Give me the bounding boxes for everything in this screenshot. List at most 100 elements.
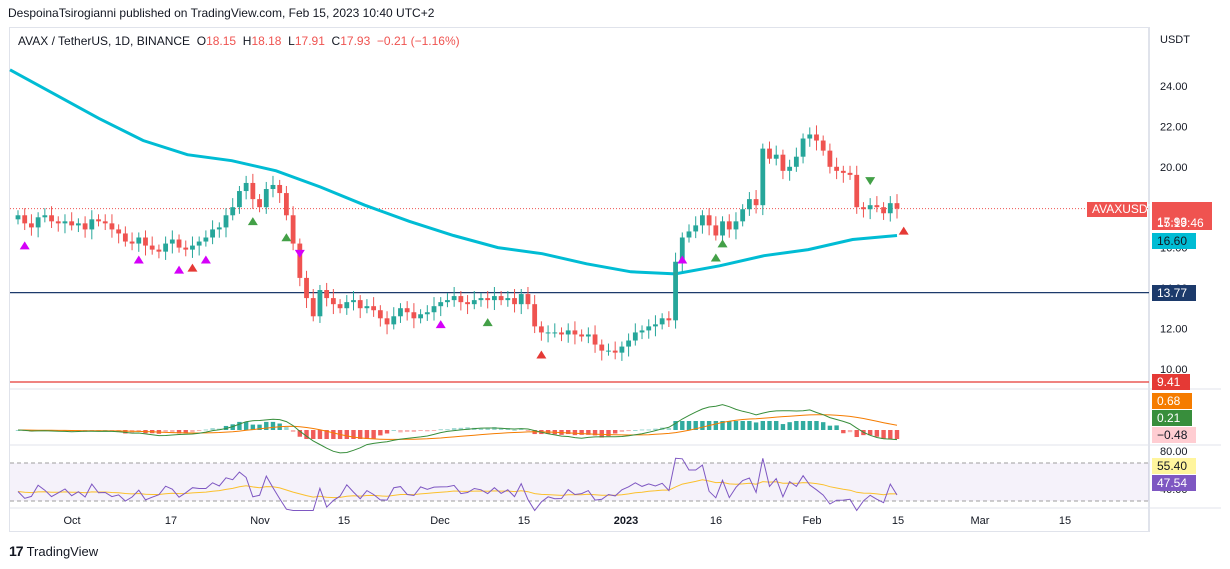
candle-body [129, 241, 135, 244]
rsi-band [10, 463, 1149, 501]
macd-histogram-bar [800, 421, 806, 430]
candle-body [659, 318, 665, 325]
macd-histogram-bar [693, 421, 698, 430]
price-tick-label: 12.00 [1160, 323, 1188, 335]
candle-body [679, 237, 685, 262]
brand-name: TradingView [26, 543, 99, 559]
macd-histogram-bar [854, 430, 859, 438]
change-value: −0.21 (−1.16%) [376, 34, 460, 48]
macd-histogram-bar [566, 430, 571, 435]
tradingview-footer[interactable]: 17 TradingView [9, 543, 98, 559]
candle-body [149, 245, 155, 250]
candle-body [82, 223, 88, 230]
macd-histogram-bar [626, 430, 631, 432]
rsi-ma-line [17, 479, 898, 499]
x-tick-label: Dec [430, 515, 450, 527]
candle-body [203, 237, 209, 242]
chart-frame[interactable] [9, 27, 1149, 532]
candle-body [471, 300, 477, 305]
macd-histogram-bar [170, 430, 175, 433]
x-tick-label: 15 [338, 515, 350, 527]
candle-body [156, 249, 162, 252]
macd-histogram-bar [888, 430, 893, 439]
candle-body [250, 182, 256, 200]
signal-marker [710, 253, 721, 262]
candle-body [210, 229, 215, 238]
macd-histogram-bar [498, 428, 504, 430]
candle-body [592, 334, 598, 345]
candle-body [827, 150, 833, 167]
candle-body [559, 332, 564, 335]
candle-body [458, 296, 464, 303]
rsi-ma-value-label: 55.40 [1157, 459, 1187, 473]
candle-body [230, 207, 236, 216]
candle-body [169, 239, 175, 244]
rsi-ma-value-label-bg [1152, 458, 1196, 474]
candle-body [143, 237, 148, 246]
macd-histogram-bar [237, 421, 242, 430]
macd-histogram-bar [243, 421, 249, 430]
candle-body [820, 140, 826, 151]
candle-body [585, 334, 591, 337]
ticker-label: AVAXUSDT [1092, 202, 1156, 216]
candle-body [538, 326, 544, 333]
histogram-value-label: −0.48 [1157, 428, 1188, 442]
macd-histogram-bar [633, 430, 638, 431]
price-axis[interactable] [1149, 27, 1221, 532]
macd-histogram-bar [787, 422, 792, 430]
price-tick-label: 22.00 [1160, 121, 1188, 133]
candle-body [465, 302, 470, 305]
signal-marker [133, 255, 144, 264]
candle-body [733, 221, 739, 230]
macd-histogram-bar [653, 428, 658, 430]
price-tick-label: 10.00 [1160, 364, 1188, 376]
candle-body [290, 215, 296, 244]
close-value: 17.93 [340, 34, 371, 48]
candle-body [62, 221, 68, 224]
signal-marker [898, 226, 909, 235]
candle-body [525, 294, 531, 305]
macd-histogram-bar [176, 430, 182, 434]
axis-unit: USDT [1160, 34, 1190, 46]
high-label: H [242, 34, 252, 48]
candle-body [492, 296, 497, 301]
low-value: 17.91 [294, 34, 325, 48]
signal-value-label: 0.21 [1157, 411, 1181, 425]
macd-histogram-bar [612, 430, 618, 434]
macd-histogram-bar [270, 421, 276, 430]
countdown-label: 15:19:46 [1157, 216, 1204, 230]
macd-histogram-bar [331, 430, 336, 439]
candle-body [612, 350, 618, 353]
macd-histogram-bar [867, 430, 873, 436]
signal-marker [482, 318, 493, 327]
candle-body [216, 227, 222, 230]
candle-body [109, 223, 115, 230]
candle-body [431, 306, 437, 313]
candle-body [498, 296, 504, 301]
candle-body [713, 225, 719, 236]
candle-body [49, 215, 54, 222]
candle-body [807, 134, 813, 139]
candle-body [793, 156, 799, 167]
candle-body [518, 294, 524, 305]
macd-histogram-bar [223, 425, 229, 430]
candle-body [632, 332, 638, 341]
symbol-name[interactable]: AVAX / TetherUS, 1D, BINANCE [18, 34, 191, 48]
macd-histogram-bar [713, 421, 719, 430]
macd-histogram-bar [451, 428, 457, 430]
candle-body [371, 306, 377, 311]
macd-histogram-bar [384, 430, 390, 434]
candle-body [243, 182, 249, 192]
macd-histogram-bar [297, 430, 303, 437]
macd-histogram-bar [834, 425, 839, 430]
macd-histogram-bar [230, 424, 235, 430]
candle-body [330, 298, 336, 305]
candle-body [787, 166, 793, 171]
signal-marker [200, 255, 211, 264]
candle-body [753, 199, 759, 206]
macd-histogram-bar [827, 425, 833, 430]
candle-body [740, 209, 746, 222]
candle-body [874, 205, 880, 208]
candle-body [223, 215, 229, 228]
